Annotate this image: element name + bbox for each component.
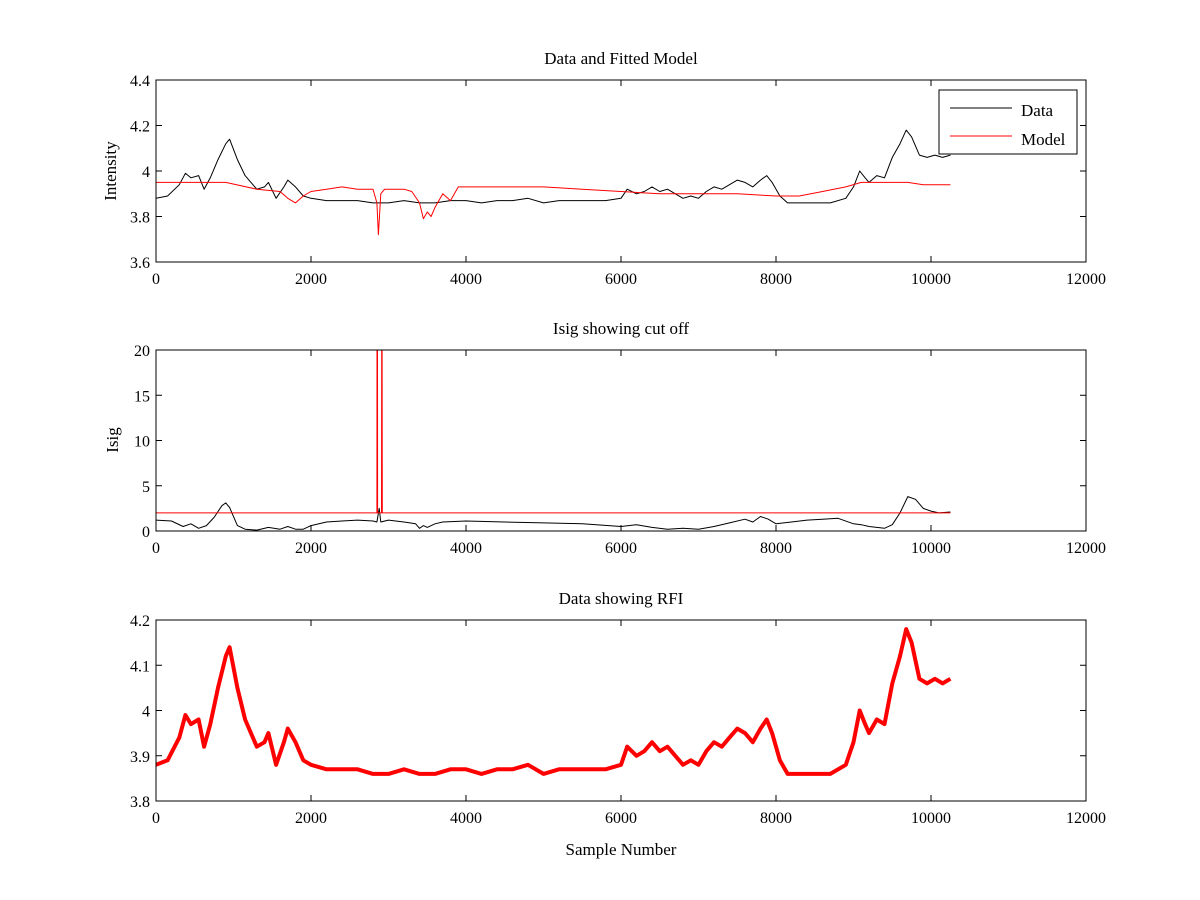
isig-x-tick-label: 0 xyxy=(152,540,160,557)
intensity-series-model-line xyxy=(156,181,951,236)
rfi-x-tick-label: 6000 xyxy=(605,810,637,827)
isig-y-tick-label: 15 xyxy=(134,388,150,405)
isig-y-tick-label: 10 xyxy=(134,434,150,451)
rfi-plot: Data showing RFI Sample Number 0 2000 4000… xyxy=(130,589,1106,859)
intensity-y-tick-label: 4 xyxy=(142,164,150,181)
isig-plot-frame xyxy=(155,349,1087,532)
isig-x-tick-label: 12000 xyxy=(1066,540,1106,557)
intensity-x-tick-label: 8000 xyxy=(760,271,792,288)
isig-series-1-line xyxy=(156,350,951,514)
intensity-y-tick-label: 4.4 xyxy=(130,73,150,90)
intensity-y-axis-label: Intensity xyxy=(101,141,120,201)
isig-y-tick-label: 5 xyxy=(142,479,150,496)
intensity-x-tick-label: 10000 xyxy=(911,271,951,288)
rfi-y-tick-label: 4 xyxy=(142,704,150,721)
legend-box xyxy=(938,89,1078,155)
intensity-x-tick-label: 0 xyxy=(152,271,160,288)
intensity-x-tick-label: 2000 xyxy=(295,271,327,288)
isig-series-0-line xyxy=(156,496,951,531)
isig-x-tick-label: 6000 xyxy=(605,540,637,557)
rfi-x-tick-label: 0 xyxy=(152,810,160,827)
isig-x-tick-label: 8000 xyxy=(760,540,792,557)
rfi-plot-frame xyxy=(155,619,1087,802)
rfi-x-axis-label: Sample Number xyxy=(566,840,677,859)
rfi-x-tick-label: 8000 xyxy=(760,810,792,827)
intensity-plot-frame xyxy=(155,79,1087,263)
legend-label-data: Data xyxy=(1021,101,1054,120)
intensity-y-tick-label: 4.2 xyxy=(130,119,150,136)
rfi-x-tick-label: 4000 xyxy=(450,810,482,827)
isig-y-tick-label: 20 xyxy=(134,343,150,360)
intensity-plot: Data and Fitted Model Intensity 0 2000 400… xyxy=(101,49,1106,288)
rfi-y-tick-label: 3.9 xyxy=(130,749,150,766)
isig-y-tick-label: 0 xyxy=(142,524,150,541)
isig-plot-title: Isig showing cut off xyxy=(553,319,689,338)
rfi-plot-frame xyxy=(155,619,1087,802)
intensity-x-tick-label: 4000 xyxy=(450,271,482,288)
isig-plot: Isig showing cut off Isig 0 2000 4000 6000 8… xyxy=(103,319,1106,557)
intensity-plot-frame xyxy=(155,79,1087,263)
intensity-x-tick-label: 12000 xyxy=(1066,271,1106,288)
isig-y-axis-label: Isig xyxy=(103,427,122,453)
rfi-y-tick-label: 4.2 xyxy=(130,613,150,630)
rfi-plot-title: Data showing RFI xyxy=(559,589,684,608)
intensity-plot-title: Data and Fitted Model xyxy=(544,49,698,68)
intensity-y-tick-label: 3.6 xyxy=(130,255,150,272)
intensity-y-tick-label: 3.8 xyxy=(130,210,150,227)
isig-x-tick-label: 2000 xyxy=(295,540,327,557)
rfi-x-tick-label: 2000 xyxy=(295,810,327,827)
isig-x-tick-label: 10000 xyxy=(911,540,951,557)
rfi-x-tick-label: 10000 xyxy=(911,810,951,827)
legend-label-model: Model xyxy=(1021,130,1066,149)
intensity-x-tick-label: 6000 xyxy=(605,271,637,288)
rfi-x-tick-label: 12000 xyxy=(1066,810,1106,827)
isig-x-tick-label: 4000 xyxy=(450,540,482,557)
rfi-series-0-line xyxy=(156,627,952,776)
intensity-series-data-line xyxy=(156,129,951,204)
isig-plot-frame xyxy=(155,349,1087,532)
rfi-y-tick-label: 4.1 xyxy=(130,658,150,675)
rfi-y-tick-label: 3.8 xyxy=(130,794,150,811)
intensity-legend: Data Model xyxy=(938,89,1078,155)
